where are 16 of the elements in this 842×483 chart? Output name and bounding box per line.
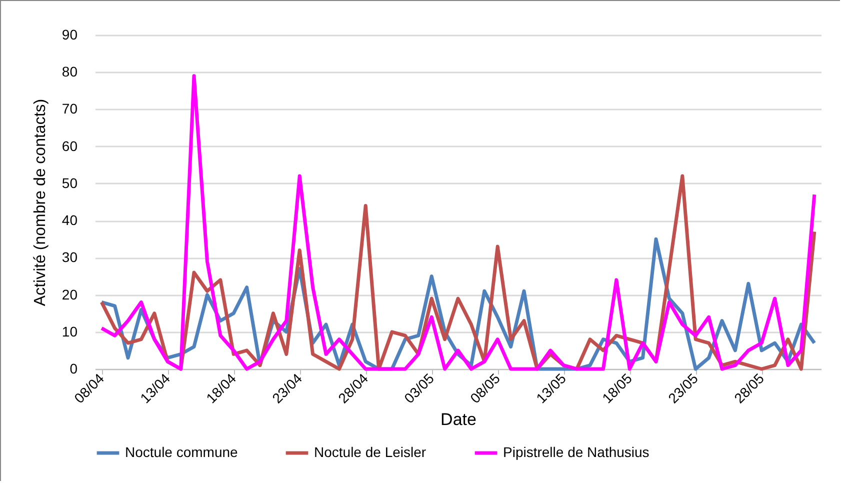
- legend-label: Noctule de Leisler: [314, 444, 426, 460]
- y-tick-label: 50: [62, 174, 78, 191]
- y-tick-label: 0: [70, 360, 78, 376]
- x-axis-title: Date: [440, 410, 476, 430]
- y-tick-label: 40: [62, 212, 78, 228]
- y-tick-label: 20: [62, 286, 78, 302]
- y-tick-label: 70: [62, 100, 78, 117]
- y-tick-label: 60: [62, 138, 78, 154]
- y-tick-label: 10: [62, 323, 78, 340]
- y-tick-label: 90: [62, 26, 78, 42]
- legend-label: Noctule commune: [125, 444, 238, 460]
- y-tick-label: 30: [62, 249, 78, 266]
- line-series: [100, 74, 816, 371]
- y-tick-label: 80: [62, 64, 78, 80]
- y-axis-title: Activité (nombre de contacts): [32, 98, 49, 306]
- legend-label: Pipistrelle de Nathusius: [503, 444, 650, 460]
